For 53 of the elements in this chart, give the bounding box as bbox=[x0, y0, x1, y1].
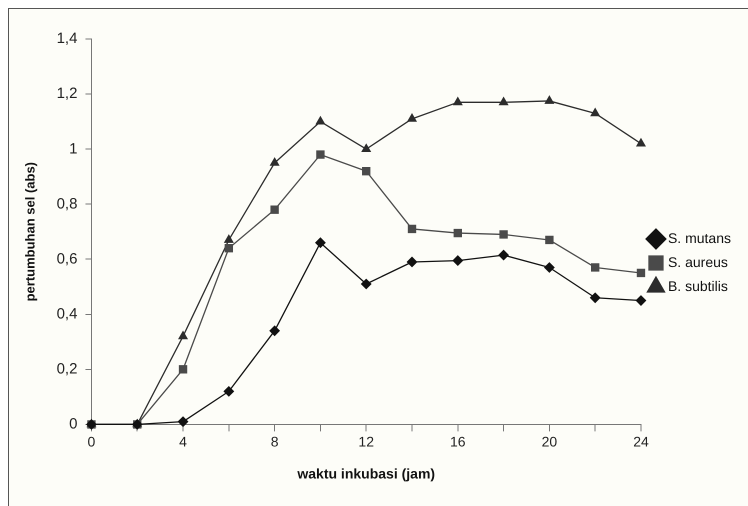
point bbox=[590, 108, 600, 116]
point bbox=[224, 386, 234, 397]
point bbox=[178, 331, 188, 340]
y-tick-label: 0 bbox=[69, 416, 78, 433]
point bbox=[499, 97, 508, 106]
y-axis-title: pertumbuhan sel (abs) bbox=[22, 162, 38, 302]
point bbox=[452, 255, 463, 266]
point bbox=[178, 416, 188, 427]
legend-label: B. subtilis bbox=[668, 278, 728, 294]
y-tick-label: 0,6 bbox=[56, 250, 78, 268]
point bbox=[544, 262, 555, 273]
legend-label: S. mutans bbox=[668, 230, 732, 246]
legend-label: S. aureus bbox=[668, 254, 728, 270]
point bbox=[315, 238, 326, 248]
point bbox=[636, 138, 646, 147]
x-tick-label: 8 bbox=[270, 434, 279, 450]
point bbox=[178, 365, 188, 374]
point bbox=[408, 224, 416, 234]
point bbox=[636, 268, 646, 278]
point bbox=[316, 150, 325, 159]
point bbox=[499, 230, 508, 239]
y-tick-label: 0,8 bbox=[56, 195, 78, 212]
point bbox=[454, 228, 462, 238]
y-tick-label: 1 bbox=[69, 140, 78, 158]
x-axis-title: waktu inkubasi (jam) bbox=[296, 465, 436, 482]
point bbox=[407, 114, 417, 122]
x-tick-label: 12 bbox=[358, 434, 374, 450]
x-tick-label: 0 bbox=[88, 434, 96, 450]
point bbox=[590, 292, 600, 303]
y-tick-label: 1,2 bbox=[56, 85, 78, 102]
point bbox=[498, 250, 509, 260]
point bbox=[269, 326, 280, 336]
x-tick-label: 16 bbox=[450, 434, 466, 450]
point bbox=[636, 295, 646, 306]
y-tick-label: 0,4 bbox=[56, 305, 78, 322]
point bbox=[270, 205, 279, 214]
y-tick-label: 1,4 bbox=[56, 30, 78, 48]
point bbox=[224, 234, 234, 243]
point bbox=[362, 166, 370, 176]
point bbox=[316, 116, 325, 124]
point bbox=[545, 236, 554, 244]
x-tick-label: 24 bbox=[633, 434, 649, 450]
point bbox=[453, 97, 462, 106]
point bbox=[590, 263, 600, 272]
y-tick-label: 0,2 bbox=[56, 360, 78, 378]
point bbox=[224, 244, 234, 252]
point bbox=[270, 158, 280, 166]
x-tick-label: 20 bbox=[542, 434, 558, 450]
x-tick-label: 4 bbox=[179, 434, 188, 450]
point bbox=[406, 256, 418, 268]
point bbox=[362, 144, 371, 152]
point bbox=[544, 96, 554, 104]
point bbox=[361, 278, 372, 290]
